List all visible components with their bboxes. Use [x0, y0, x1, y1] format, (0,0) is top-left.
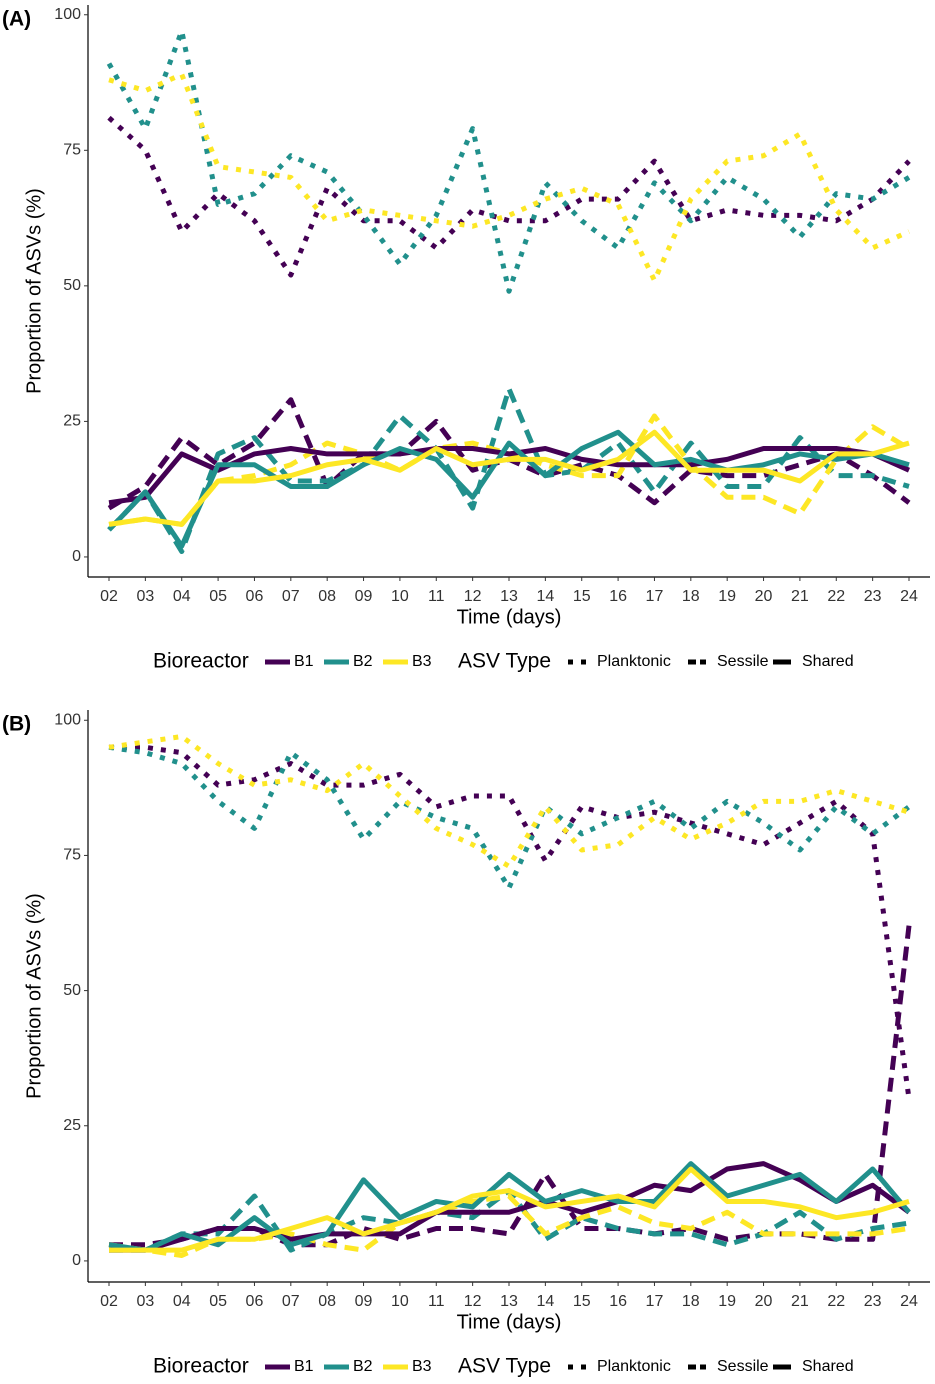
legend-label: Sessile [717, 1358, 769, 1375]
legend-label: Planktonic [597, 1358, 671, 1375]
x-tick-label: 14 [536, 1293, 554, 1310]
series-line [108, 1161, 911, 1253]
series-line [108, 744, 911, 891]
x-tick-label: 19 [718, 588, 736, 605]
series-line [108, 429, 910, 527]
panel: (A) 0 25 50 75 100 02 03 04 05 06 07 08 09 10 11 12 13 14 1… [2, 5, 930, 673]
x-tick-label: 19 [718, 1293, 736, 1310]
y-axis-label: Proportion of ASVs (%) [23, 188, 45, 394]
legend-title: Bioreactor [153, 650, 249, 673]
y-tick-label: 100 [54, 6, 81, 23]
y-tick-label: 100 [54, 711, 81, 728]
y-tick-label: 75 [63, 142, 81, 159]
y-tick-label: 0 [72, 1252, 81, 1269]
x-tick-label: 09 [355, 588, 373, 605]
y-tick-label: 75 [63, 847, 81, 864]
panel-label: (B) [2, 713, 31, 736]
legend-label: B3 [412, 653, 432, 670]
x-tick-label: 16 [609, 588, 627, 605]
x-tick-label: 10 [391, 588, 409, 605]
legend-label: B1 [294, 653, 314, 670]
x-tick-label: 06 [246, 1293, 264, 1310]
x-tick-label: 14 [536, 588, 554, 605]
x-tick-label: 11 [428, 588, 445, 605]
x-tick-label: 06 [246, 588, 264, 605]
series-line [108, 71, 911, 283]
x-tick-label: 07 [282, 1293, 300, 1310]
series-line [107, 429, 910, 549]
series-line [109, 744, 912, 1100]
legend-label: B2 [353, 1358, 373, 1375]
y-tick-label: 25 [63, 1117, 81, 1134]
y-tick-label: 25 [63, 413, 81, 430]
legend-label: Shared [802, 1358, 854, 1375]
legend-label: Sessile [717, 653, 769, 670]
x-tick-label: 04 [173, 588, 191, 605]
legend-label: Planktonic [597, 653, 671, 670]
x-tick-label: 18 [682, 588, 700, 605]
y-tick-label: 0 [72, 548, 81, 565]
x-tick-label: 04 [173, 1293, 191, 1310]
y-tick-label: 50 [63, 277, 81, 294]
legend-title: ASV Type [458, 1355, 551, 1378]
series-line [107, 386, 910, 555]
legend-label: B1 [294, 1358, 314, 1375]
x-tick-label: 05 [209, 1293, 227, 1310]
legend-label: B3 [412, 1358, 432, 1375]
x-tick-label: 03 [136, 588, 154, 605]
x-axis-label: Time (days) [457, 606, 562, 628]
x-axis-label: Time (days) [457, 1311, 562, 1333]
x-tick-label: 02 [100, 588, 118, 605]
x-tick-label: 08 [318, 588, 336, 605]
y-axis-label: Proportion of ASVs (%) [23, 893, 45, 1099]
x-tick-label: 08 [318, 1293, 336, 1310]
x-tick-label: 05 [209, 588, 227, 605]
x-tick-label: 18 [682, 1293, 700, 1310]
x-tick-label: 02 [100, 1293, 118, 1310]
legend-title: Bioreactor [153, 1355, 249, 1378]
legend-label: Shared [802, 653, 854, 670]
x-tick-label: 03 [136, 1293, 154, 1310]
series-line [108, 733, 910, 869]
x-tick-label: 23 [864, 588, 882, 605]
x-tick-label: 13 [500, 1293, 518, 1310]
x-tick-label: 22 [827, 588, 845, 605]
x-tick-label: 09 [355, 1293, 373, 1310]
x-tick-label: 20 [755, 1293, 773, 1310]
x-tick-label: 15 [573, 588, 591, 605]
x-tick-label: 20 [755, 588, 773, 605]
panel-label: (A) [2, 8, 31, 31]
series-line [109, 1166, 910, 1253]
x-tick-label: 15 [573, 1293, 591, 1310]
x-tick-label: 21 [791, 588, 809, 605]
x-tick-label: 11 [428, 1293, 445, 1310]
series-line [108, 446, 911, 506]
x-tick-label: 24 [900, 588, 918, 605]
x-tick-label: 12 [464, 588, 482, 605]
x-tick-label: 17 [646, 1293, 664, 1310]
series-line [107, 115, 911, 278]
x-tick-label: 24 [900, 1293, 918, 1310]
x-tick-label: 17 [646, 588, 664, 605]
legend-title: ASV Type [458, 650, 551, 673]
x-tick-label: 22 [827, 1293, 845, 1310]
x-tick-label: 16 [609, 1293, 627, 1310]
x-tick-label: 21 [791, 1293, 809, 1310]
x-tick-label: 07 [282, 588, 300, 605]
panel: (B) 0 25 50 75 100 02 03 04 05 06 07 08 09 10 11 12 13 14 1… [2, 710, 930, 1378]
series-line [106, 28, 911, 294]
y-tick-label: 50 [63, 982, 81, 999]
legend-label: B2 [353, 653, 373, 670]
x-tick-label: 23 [864, 1293, 882, 1310]
x-tick-label: 10 [391, 1293, 409, 1310]
x-tick-label: 12 [464, 1293, 482, 1310]
x-tick-label: 13 [500, 588, 518, 605]
